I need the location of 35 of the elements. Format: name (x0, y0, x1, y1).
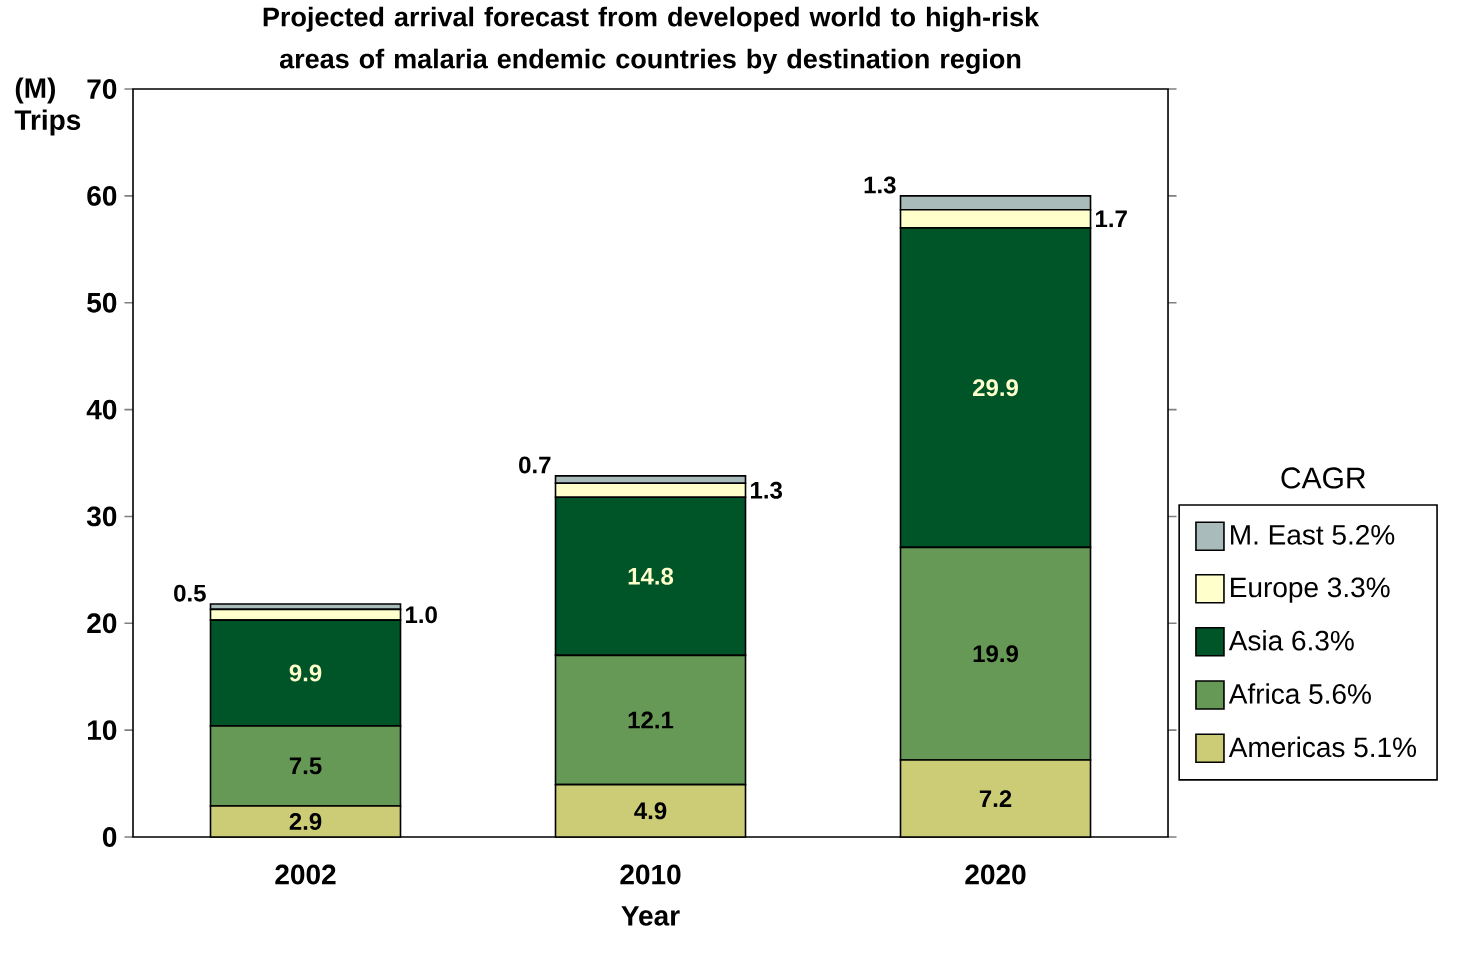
y-axis-title: (M) Trips (14, 77, 81, 136)
legend-title: CAGR (1281, 467, 1366, 489)
y-tick-label: 10 (88, 720, 117, 741)
y-tick-label: 60 (87, 185, 117, 206)
y-tick-label: 50 (87, 292, 117, 313)
legend-label: Americas 5.1% (1228, 736, 1417, 758)
data-label: 1.3 (864, 176, 896, 194)
data-label: 7.5 (289, 757, 322, 775)
legend-label: M. East 5.2% (1231, 524, 1395, 545)
data-label: 1.3 (751, 481, 783, 499)
data-label: 12.1 (628, 711, 674, 729)
y-tick-label: 70 (87, 79, 117, 99)
legend-label: Asia 6.3% (1228, 630, 1354, 651)
chart-title: Projected arrival forecast from developed world to high-risk areas of malaria endemic countries by destination region (263, 6, 1040, 74)
data-label: 2.9 (289, 813, 322, 830)
legend-label: Europe 3.3% (1231, 577, 1390, 603)
x-tick-label: 2002 (275, 864, 336, 885)
data-label: 9.9 (289, 664, 322, 682)
data-label: 7.2 (979, 790, 1012, 807)
data-label: 1.7 (1096, 210, 1127, 228)
y-tick-label: 20 (87, 613, 117, 634)
x-axis-title: Year (621, 906, 680, 926)
data-label: 14.8 (628, 567, 674, 585)
x-tick-label: 2020 (965, 864, 1026, 885)
data-label: 19.9 (973, 645, 1018, 663)
data-label: 4.9 (634, 802, 667, 820)
x-tick-label: 2010 (620, 864, 681, 885)
legend-label: Africa 5.6% (1228, 683, 1371, 704)
y-tick-label: 40 (86, 399, 117, 420)
data-label: 1.0 (406, 606, 437, 624)
data-label: 0.7 (519, 456, 551, 474)
y-tick-label: 30 (86, 506, 117, 527)
y-tick-label: 0 (102, 827, 117, 847)
data-label: 0.5 (174, 584, 206, 602)
data-label: 29.9 (973, 379, 1018, 397)
